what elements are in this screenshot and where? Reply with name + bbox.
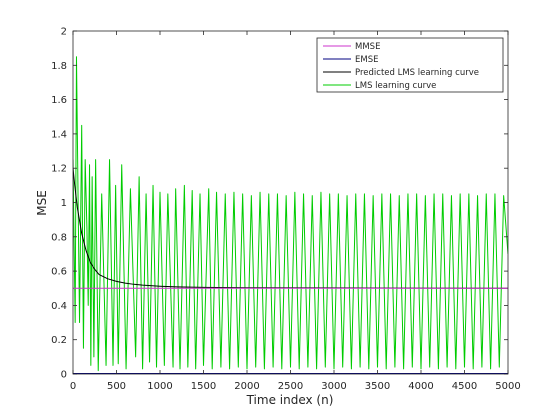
legend-label: MMSE — [355, 42, 380, 52]
y-axis-label: MSE — [35, 190, 49, 216]
x-tick-label: 2000 — [234, 381, 259, 392]
series-line-predicted-lms-learning-curve — [73, 168, 508, 289]
legend-label: LMS learning curve — [355, 81, 436, 91]
y-tick-label: 0.2 — [51, 335, 67, 346]
x-tick-label: 4000 — [408, 381, 433, 392]
legend-label: Predicted LMS learning curve — [355, 68, 479, 78]
legend-label: EMSE — [355, 55, 378, 65]
x-axis-label: Time index (n) — [246, 393, 334, 407]
x-tick-label: 500 — [107, 381, 126, 392]
x-tick-label: 0 — [70, 381, 76, 392]
series-layer — [73, 56, 508, 374]
x-tick-label: 1000 — [147, 381, 172, 392]
x-axis-ticks: 0 500 1000 1500 2000 2500 3000 3500 4000 4500 5000 — [70, 31, 521, 392]
x-tick-label: 4500 — [452, 381, 477, 392]
x-tick-label: 2500 — [278, 381, 303, 392]
y-tick-label: 1.6 — [51, 95, 67, 106]
x-tick-label: 3000 — [321, 381, 346, 392]
y-tick-label: 1.2 — [51, 164, 67, 175]
x-tick-label: 5000 — [495, 381, 520, 392]
y-tick-label: 0.6 — [51, 267, 67, 278]
y-tick-label: 1 — [61, 198, 67, 209]
y-tick-label: 0.8 — [51, 232, 67, 243]
y-axis-ticks: 0 0.2 0.4 0.6 0.8 1 1.2 1.4 1.6 1.8 2 — [51, 27, 508, 381]
y-tick-label: 1.4 — [51, 129, 67, 140]
x-tick-label: 1500 — [191, 381, 216, 392]
y-tick-label: 2 — [61, 27, 67, 38]
y-tick-label: 0 — [61, 370, 67, 381]
y-tick-label: 0.4 — [51, 301, 67, 312]
series-line-lms-learning-curve — [73, 56, 508, 372]
legend-box — [316, 37, 504, 93]
x-tick-label: 3500 — [365, 381, 390, 392]
y-tick-label: 1.8 — [51, 61, 67, 72]
legend: MMSE EMSE Predicted LMS learning curve LMS … — [316, 37, 504, 93]
